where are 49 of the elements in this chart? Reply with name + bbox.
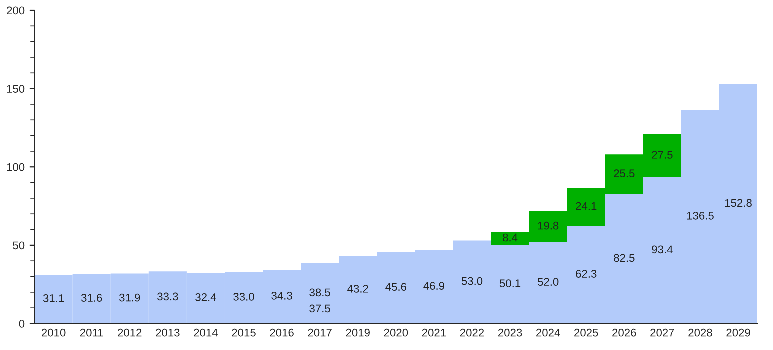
data-label: 25.5 <box>614 170 635 178</box>
x-tick-label: 2011 <box>80 328 104 337</box>
annotation: 37.5 <box>310 304 330 313</box>
data-label: 82.5 <box>614 254 635 262</box>
x-tick-label: 2020 <box>384 328 408 337</box>
data-label: 43.2 <box>348 285 368 293</box>
data-label: 32.4 <box>196 293 216 302</box>
data-label: 31.6 <box>81 294 102 302</box>
data-label: 93.4 <box>652 246 673 254</box>
y-tick-label: 200 <box>7 6 25 15</box>
data-label: 46.9 <box>424 282 444 290</box>
x-tick-label: 2019 <box>346 328 370 337</box>
data-label: 62.3 <box>576 270 597 278</box>
x-tick-label: 2024 <box>536 328 560 337</box>
data-label: 136.5 <box>687 212 714 220</box>
x-tick-label: 2028 <box>688 328 712 337</box>
data-label: 33.0 <box>234 293 254 301</box>
x-tick-label: 2014 <box>194 328 218 337</box>
y-tick-label: 50 <box>13 242 25 250</box>
x-tick-label: 2012 <box>118 328 142 337</box>
data-label: 52.0 <box>538 278 559 286</box>
y-tick-label: 0 <box>19 320 25 328</box>
data-label: 45.6 <box>386 283 406 292</box>
data-label: 8.4 <box>503 234 518 242</box>
data-label: 152.8 <box>725 199 752 208</box>
y-tick-label: 150 <box>7 85 25 93</box>
x-tick-label: 2023 <box>498 328 522 337</box>
x-tick-label: 2013 <box>156 328 180 337</box>
data-label: 31.9 <box>119 294 140 302</box>
x-tick-label: 2022 <box>460 328 484 337</box>
data-label: 27.5 <box>652 151 673 159</box>
x-tick-label: 2029 <box>726 328 750 337</box>
x-tick-label: 2010 <box>42 328 66 337</box>
data-label: 50.1 <box>500 280 521 288</box>
x-tick-label: 2025 <box>574 328 598 337</box>
data-label: 24.1 <box>576 202 597 210</box>
x-tick-label: 2026 <box>612 328 636 337</box>
x-tick-label: 2015 <box>232 328 256 337</box>
data-label: 19.8 <box>538 222 559 230</box>
data-label: 31.1 <box>43 294 64 302</box>
data-label: 38.5 <box>310 288 330 297</box>
data-label: 33.3 <box>158 292 178 301</box>
y-tick-label: 100 <box>7 163 25 172</box>
data-label: 34.3 <box>272 292 292 300</box>
x-tick-label: 2027 <box>650 328 674 337</box>
x-tick-label: 2021 <box>422 328 446 337</box>
x-tick-label: 2016 <box>270 328 294 337</box>
data-label: 53.0 <box>462 277 483 286</box>
x-tick-label: 2017 <box>308 328 332 337</box>
